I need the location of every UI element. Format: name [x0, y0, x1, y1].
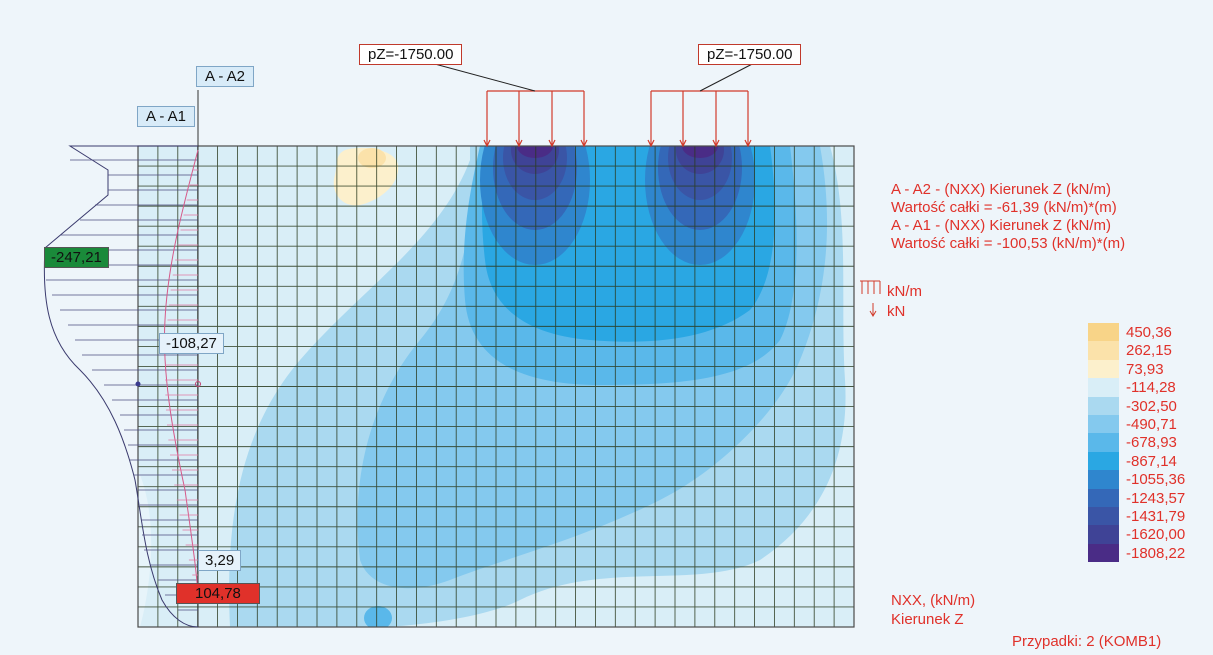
color-legend: [1088, 323, 1119, 563]
info-line-1: A - A2 - (NXX) Kierunek Z (kN/m): [891, 181, 1112, 198]
legend-swatch: [1088, 451, 1119, 471]
legend-value: -1055,36: [1126, 471, 1186, 489]
value-mid: -108,27: [159, 333, 224, 354]
legend-value: 73,93: [1126, 360, 1164, 378]
legend-value: -1620,00: [1126, 526, 1186, 544]
bottom-spot: [364, 606, 392, 627]
load-label-right[interactable]: pZ=-1750.00: [698, 44, 802, 65]
legend-swatch: [1088, 323, 1119, 342]
legend-value: -678,93: [1126, 434, 1177, 452]
load-label-left[interactable]: pZ=-1750.00: [359, 44, 463, 65]
legend-swatch: [1088, 506, 1119, 526]
legend-swatch: [1088, 414, 1119, 434]
unit-point: kN: [887, 303, 906, 320]
section-tag-a1[interactable]: A - A1: [137, 106, 196, 127]
legend-swatch: [1088, 396, 1119, 415]
section-tag-a2[interactable]: A - A2: [196, 66, 255, 87]
section-info: A - A2 - (NXX) Kierunek Z (kN/m) Wartość…: [891, 181, 1125, 253]
load-left-leader: [419, 59, 536, 92]
legend-value: -490,71: [1126, 416, 1177, 434]
unit-distributed: kN/m: [887, 283, 922, 300]
load-right-leader: [699, 59, 761, 92]
info-line-2: Wartość całki = -61,39 (kN/m)*(m): [891, 199, 1117, 216]
quantity-label: NXX, (kN/m): [891, 592, 976, 609]
legend-value: -1431,79: [1126, 508, 1186, 526]
legend-swatch: [1088, 341, 1119, 360]
legend-value: 450,36: [1126, 324, 1172, 341]
load-left[interactable]: [483, 90, 588, 148]
contour-zone-low-left: [138, 470, 152, 627]
hotspot-right-5: [682, 146, 718, 158]
point-load-glyph: [869, 303, 877, 317]
info-line-4: Wartość całki = -100,53 (kN/m)*(m): [891, 235, 1126, 252]
diagram-a2: [163, 149, 199, 601]
load-right[interactable]: [647, 90, 752, 148]
legend-swatch: [1088, 378, 1119, 397]
legend-swatch: [1088, 433, 1119, 452]
legend-value: -1808,22: [1126, 544, 1186, 562]
value-small: 3,29: [198, 550, 242, 571]
legend-value: -1243,57: [1126, 489, 1186, 507]
legend-value: -114,28: [1126, 379, 1176, 397]
cases-label: Przypadki: 2 (KOMB1): [1012, 633, 1162, 650]
value-max-positive: 104,78: [176, 583, 260, 604]
direction-label: Kierunek Z: [891, 611, 964, 628]
legend-swatch: [1088, 525, 1119, 544]
value-max-negative: -247,21: [44, 247, 109, 268]
legend-swatch: [1088, 470, 1119, 489]
legend-swatch: [1088, 543, 1119, 563]
legend-labels: 450,36 262,15 73,93 -114,28 -302,50 -490,71 -6…: [1126, 324, 1185, 563]
legend-value: -867,14: [1126, 452, 1177, 470]
legend-swatch: [1088, 359, 1119, 379]
tension-core: [358, 148, 386, 168]
diagram-marker-left: [135, 381, 141, 387]
legend-value: 262,15: [1126, 342, 1172, 360]
diagram-marker-right: [195, 381, 201, 387]
distributed-load-glyph: [860, 280, 881, 294]
legend-swatch: [1088, 488, 1119, 507]
legend-value: -302,50: [1126, 397, 1177, 415]
info-line-3: A - A1 - (NXX) Kierunek Z (kN/m): [891, 217, 1112, 234]
hotspot-left-5: [517, 146, 553, 158]
